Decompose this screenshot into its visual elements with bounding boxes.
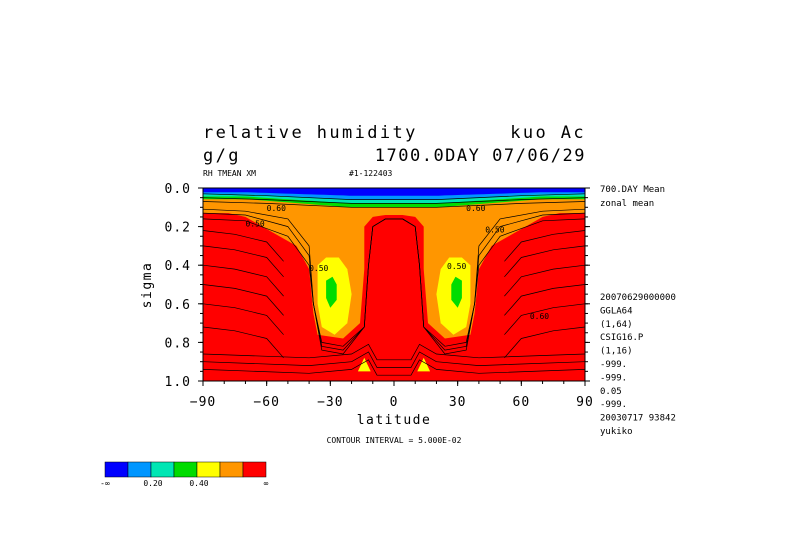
y-tick-label-5: 1.0 — [165, 375, 191, 390]
contour-label-5: 0.60 — [466, 204, 485, 213]
color-bar-swatch-2 — [150, 461, 175, 478]
color-bar: -∞ 0.20 0.40 ∞ — [100, 461, 269, 488]
y-axis-label: sigma — [140, 262, 155, 309]
x-tick-label-6: 90 — [576, 395, 594, 410]
contour-high-lat-south-3 — [202, 284, 284, 316]
contour-plot-area: 0.500.500.50 0.500.60 0.600.60 — [202, 187, 586, 382]
contour-surface-1 — [202, 351, 586, 368]
contour-high-lat-north-5 — [504, 326, 586, 359]
contour-label-1: 0.50 — [485, 225, 504, 234]
side-info-line-4: (1,16) — [600, 347, 633, 357]
x-tick-label-1: −60 — [253, 395, 279, 410]
contour-label-3: 0.50 — [447, 262, 466, 271]
contour-high-lat-north-2 — [504, 264, 586, 297]
side-info-top: 700.DAY Mean zonal mean — [600, 185, 665, 209]
x-tick-label-5: 60 — [513, 395, 531, 410]
side-info-line-3: CSIG16.P — [600, 333, 644, 343]
side-info-line-2: (1,64) — [600, 320, 633, 330]
y-tick-label-3: 0.6 — [165, 298, 191, 313]
side-info-line-10: yukiko — [600, 427, 633, 437]
color-bar-swatch-4 — [196, 461, 221, 478]
side-info-line-8: -999. — [600, 400, 627, 410]
contour-surface-0 — [202, 343, 586, 361]
side-info-line-1: GGLA64 — [600, 306, 633, 316]
fill-surface-pocket-south — [357, 357, 371, 372]
color-bar-label-2: 0.40 — [189, 479, 208, 488]
fill-level-green-north — [451, 276, 462, 308]
contour-high-lat-north-4 — [504, 303, 586, 335]
run-id-label: #1-122403 — [349, 169, 393, 178]
x-tick-label-0: −90 — [190, 395, 216, 410]
fill-surface-pocket-north — [417, 357, 431, 372]
experiment-label: kuo Ac — [510, 123, 586, 143]
side-info-line-7: 0.05 — [600, 387, 622, 397]
y-tick-label-1: 0.2 — [165, 221, 191, 236]
mean-period-label: 700.DAY Mean — [600, 185, 665, 195]
contour-line-2 — [202, 218, 586, 355]
color-bar-swatch-3 — [173, 461, 198, 478]
side-info-line-9: 20030717 93842 — [600, 414, 676, 424]
contour-label-0: 0.50 — [245, 220, 264, 229]
units-label: g/g — [203, 146, 241, 166]
contour-top-1 — [202, 197, 586, 204]
contour-interval-label: CONTOUR INTERVAL = 5.000E-02 — [327, 436, 462, 445]
y-tick-label-2: 0.4 — [165, 259, 191, 274]
contour-high-lat-south-5 — [202, 326, 284, 359]
fill-level-green-south — [326, 276, 337, 308]
x-tick-label-3: 0 — [390, 395, 399, 410]
side-info-line-0: 20070629000000 — [600, 293, 676, 303]
x-axis-label: latitude — [357, 413, 432, 428]
contour-surface-2 — [202, 359, 586, 376]
contour-top-0 — [202, 193, 586, 200]
contour-label-6: 0.60 — [530, 312, 549, 321]
zonal-mean-label: zonal mean — [600, 199, 654, 209]
time-label: 1700.0DAY 07/06/29 — [375, 146, 586, 166]
y-tick-label-4: 0.8 — [165, 336, 191, 351]
contour-high-lat-south-4 — [202, 303, 284, 335]
contour-high-lat-north-1 — [504, 245, 586, 278]
contour-high-lat-south-0 — [202, 230, 284, 262]
y-tick-label-0: 0.0 — [165, 182, 191, 197]
chart-title: relative humidity — [203, 123, 418, 143]
contour-high-lat-south-1 — [202, 245, 284, 278]
color-bar-label-0: -∞ — [100, 479, 110, 488]
color-bar-swatch-6 — [242, 461, 267, 478]
contour-label-2: 0.50 — [309, 264, 328, 273]
side-info-bottom: 20070629000000 GGLA64 (1,64) CSIG16.P (1,16)… — [600, 293, 676, 437]
contour-high-lat-south-2 — [202, 264, 284, 297]
color-bar-swatch-1 — [127, 461, 152, 478]
color-bar-label-1: 0.20 — [143, 479, 162, 488]
contour-high-lat-north-0 — [504, 230, 586, 262]
fill-level-blue-top — [203, 188, 585, 196]
side-info-line-6: -999. — [600, 373, 627, 383]
x-tick-label-4: 30 — [449, 395, 467, 410]
side-info-line-5: -999. — [600, 360, 627, 370]
contour-label-4: 0.60 — [267, 204, 286, 213]
contour-top-2 — [202, 201, 586, 208]
contour-high-lat-north-3 — [504, 284, 586, 316]
color-bar-swatch-5 — [219, 461, 244, 478]
fill-level-orange — [203, 188, 585, 339]
variable-label: RH TMEAN XM — [203, 169, 256, 178]
color-bar-swatch-0 — [104, 461, 129, 478]
color-bar-label-3: ∞ — [264, 479, 269, 488]
x-tick-label-2: −30 — [317, 395, 343, 410]
